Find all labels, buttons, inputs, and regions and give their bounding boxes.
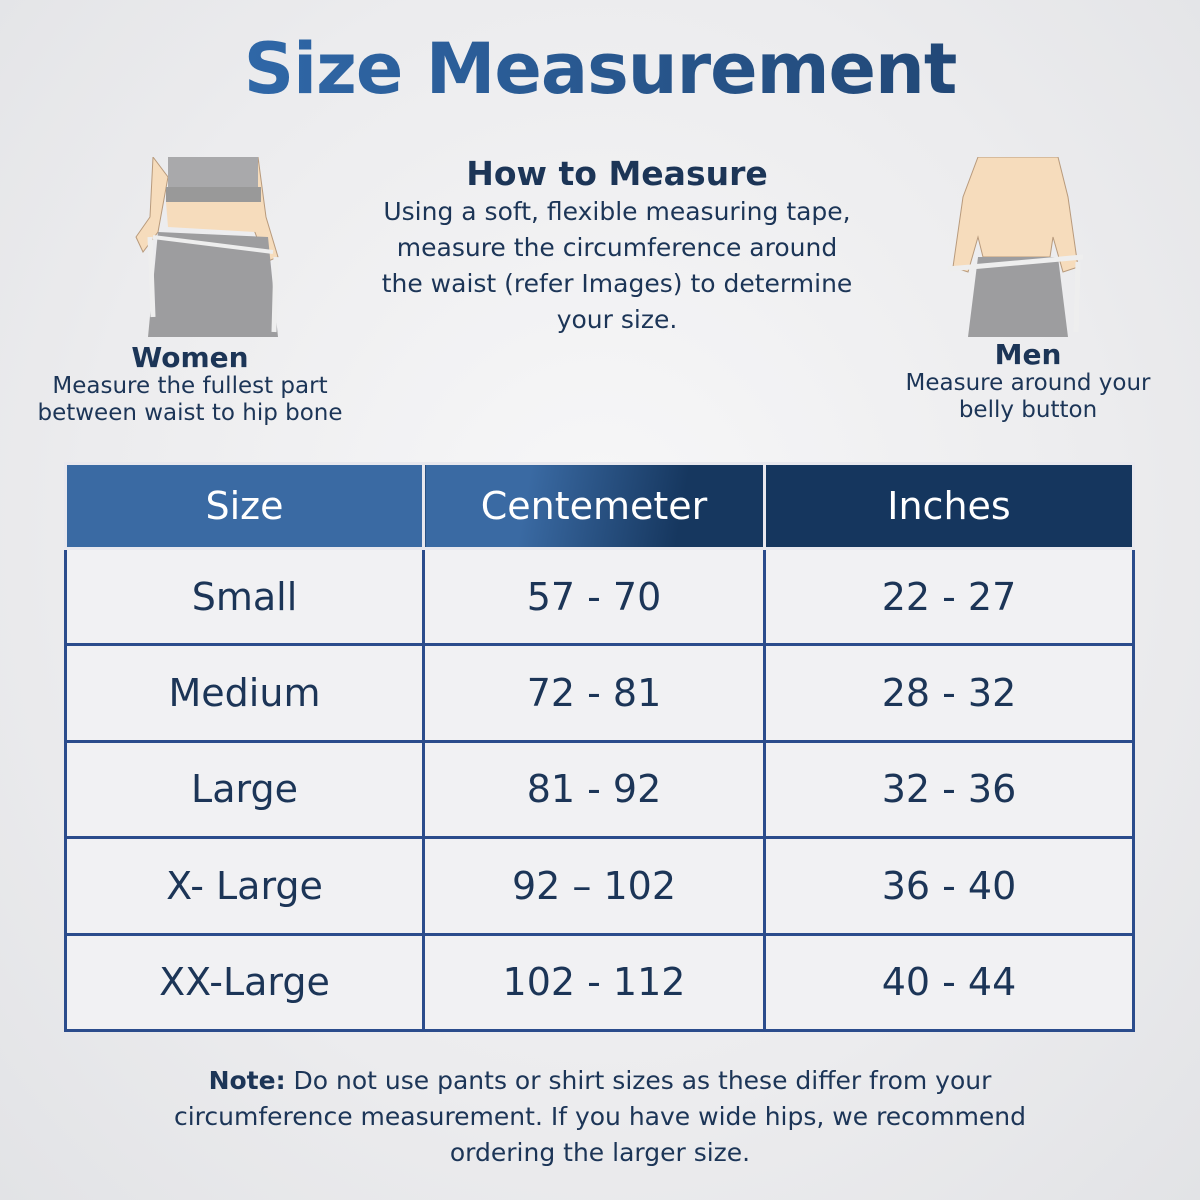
table-row: X- Large 92 – 102 36 - 40 [64, 836, 1135, 936]
inch-cell: 32 - 36 [763, 739, 1135, 840]
women-line-2: between waist to hip bone [37, 400, 343, 426]
note: Note: Do not use pants or shirt sizes as… [0, 1063, 1200, 1171]
size-table: Size Centemeter Inches Small 57 - 70 22 - … [64, 462, 1135, 1033]
cm-cell: 102 - 112 [422, 932, 766, 1033]
table-row: Small 57 - 70 22 - 27 [64, 546, 1135, 647]
size-cell: X- Large [64, 836, 425, 936]
how-to-measure: How to Measure Using a soft, flexible me… [300, 154, 934, 338]
page-title: Size Measurement [0, 28, 1200, 110]
men-label: Men [994, 338, 1062, 371]
how-to-line: measure the circumference around [396, 233, 838, 262]
note-line: circumference measurement. If you have w… [173, 1102, 1027, 1131]
inch-cell: 40 - 44 [763, 932, 1135, 1033]
how-to-line: Using a soft, flexible measuring tape, [383, 197, 851, 226]
size-cell: Large [64, 739, 425, 840]
header-size: Size [64, 462, 425, 550]
note-line: ordering the larger size. [449, 1138, 751, 1167]
cm-cell: 92 – 102 [422, 836, 766, 936]
table-row: Large 81 - 92 32 - 36 [64, 739, 1135, 840]
size-cell: Medium [64, 643, 425, 743]
cm-cell: 57 - 70 [422, 546, 766, 647]
how-to-heading: How to Measure [466, 154, 768, 193]
how-to-line: your size. [556, 305, 678, 334]
men-measuring-illustration [947, 157, 1084, 337]
how-to-line: the waist (refer Images) to determine [381, 269, 853, 298]
women-label: Women [131, 341, 249, 374]
men-line-2: belly button [958, 397, 1098, 423]
women-line-1: Measure the fullest part [52, 373, 328, 399]
women-caption: Women Measure the fullest part between w… [10, 343, 370, 427]
cm-cell: 81 - 92 [422, 739, 766, 840]
note-line: Do not use pants or shirt sizes as these… [285, 1066, 992, 1095]
women-measuring-illustration [135, 157, 279, 337]
inch-cell: 22 - 27 [763, 546, 1135, 647]
men-caption: Men Measure around your belly button [870, 340, 1186, 424]
size-cell: XX-Large [64, 932, 425, 1033]
size-cell: Small [64, 546, 425, 647]
inch-cell: 36 - 40 [763, 836, 1135, 936]
cm-cell: 72 - 81 [422, 643, 766, 743]
note-label: Note: [208, 1066, 286, 1095]
table-header-row: Size Centemeter Inches [64, 462, 1135, 550]
table-row: XX-Large 102 - 112 40 - 44 [64, 932, 1135, 1033]
header-inches: Inches [763, 462, 1135, 550]
table-row: Medium 72 - 81 28 - 32 [64, 643, 1135, 743]
header-centimeter: Centemeter [422, 462, 766, 550]
men-line-1: Measure around your [905, 370, 1151, 396]
inch-cell: 28 - 32 [763, 643, 1135, 743]
